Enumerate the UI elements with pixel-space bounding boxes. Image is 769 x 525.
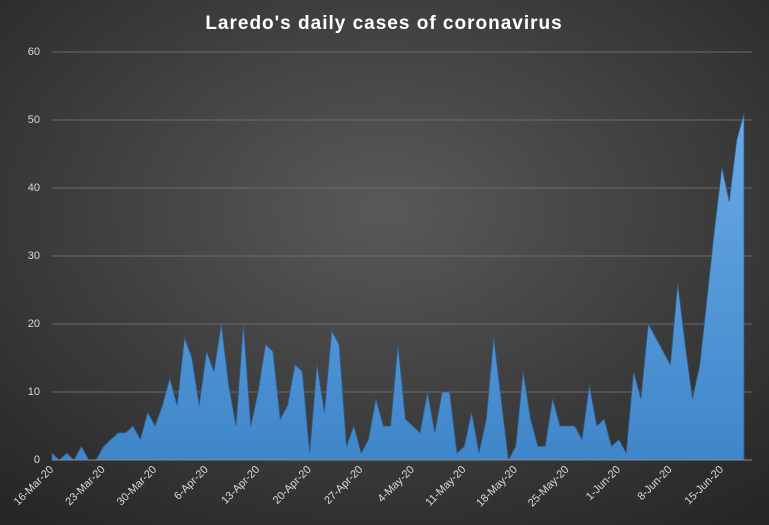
y-tick-label: 60 (28, 46, 40, 58)
area (51, 113, 745, 462)
chart-title: Laredo's daily cases of coronavirus (205, 13, 562, 34)
y-tick-label: 40 (28, 182, 40, 194)
y-tick-label: 30 (28, 250, 40, 262)
y-tick-label: 0 (34, 454, 40, 466)
y-tick-label: 10 (28, 386, 40, 398)
y-tick-label: 20 (28, 318, 40, 330)
y-tick-label: 50 (28, 114, 40, 126)
